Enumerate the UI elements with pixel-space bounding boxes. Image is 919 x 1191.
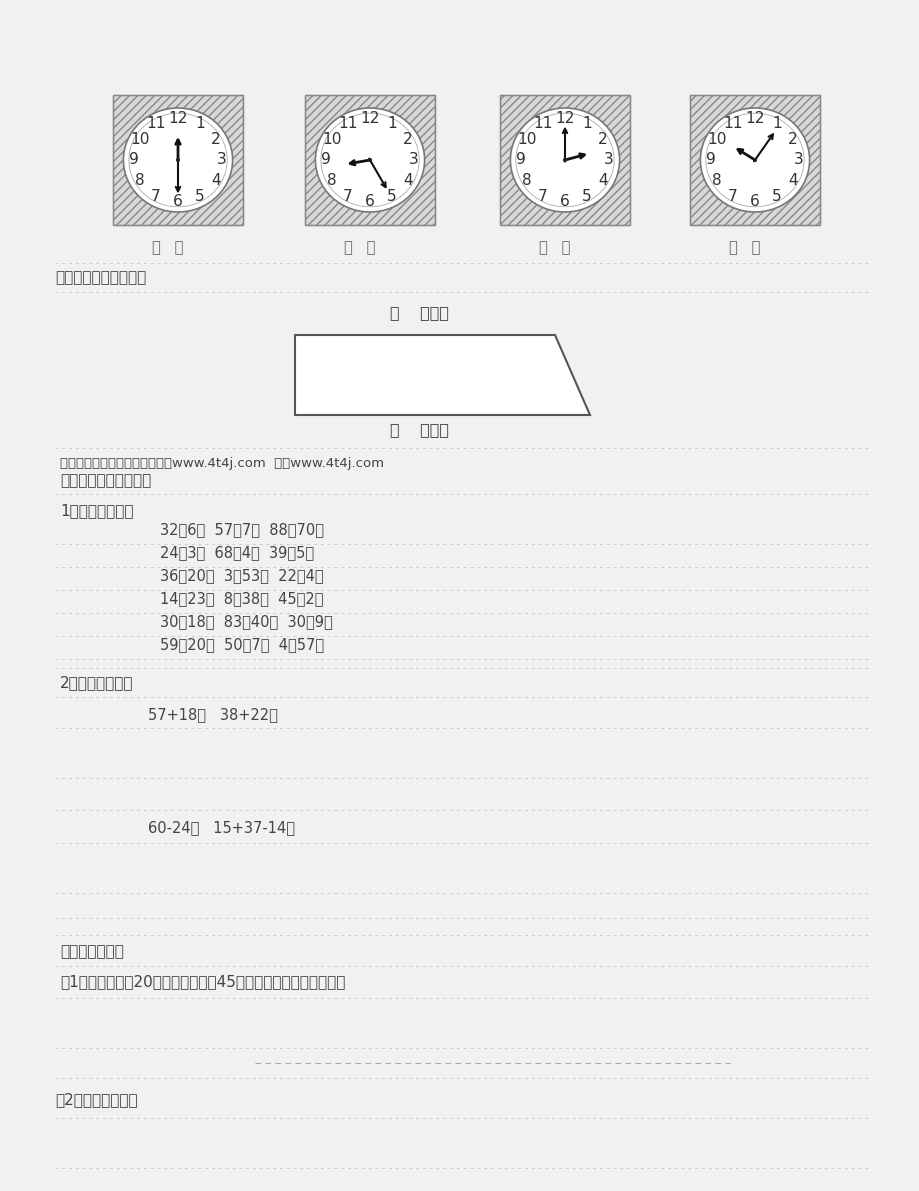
Text: 8: 8	[711, 174, 721, 188]
Text: 2: 2	[403, 132, 413, 146]
Text: 4: 4	[788, 174, 797, 188]
Ellipse shape	[315, 108, 425, 212]
Text: 57+18＝   38+22＝: 57+18＝ 38+22＝	[148, 707, 278, 723]
Text: 3: 3	[603, 152, 613, 168]
Text: 5: 5	[771, 188, 781, 204]
Text: 1: 1	[582, 117, 591, 131]
Text: 12: 12	[555, 111, 574, 126]
Text: 6: 6	[560, 194, 569, 210]
Text: （   ）: （ ）	[344, 241, 375, 256]
Polygon shape	[295, 335, 589, 414]
Text: 5: 5	[195, 188, 205, 204]
Text: 5: 5	[582, 188, 591, 204]
Text: 6: 6	[365, 194, 374, 210]
Text: 11: 11	[722, 117, 743, 131]
Text: 6: 6	[173, 194, 183, 210]
Text: 4: 4	[210, 174, 221, 188]
Text: 60-24＝   15+37-14＝: 60-24＝ 15+37-14＝	[148, 821, 295, 836]
Text: 2: 2	[787, 132, 797, 146]
Text: 12: 12	[744, 111, 764, 126]
Text: 12: 12	[360, 111, 380, 126]
Text: 14＋23＝  8＋38＝  45－2＝: 14＋23＝ 8＋38＝ 45－2＝	[160, 592, 323, 606]
Text: （   ）: （ ）	[729, 241, 760, 256]
Bar	[113, 95, 243, 225]
Text: 1: 1	[771, 117, 781, 131]
Text: 11: 11	[338, 117, 357, 131]
Text: 2．用竖式计算。: 2．用竖式计算。	[60, 675, 133, 691]
Text: 四、我是计算小能手。: 四、我是计算小能手。	[60, 474, 151, 488]
Text: 12: 12	[168, 111, 187, 126]
Text: 9: 9	[706, 152, 716, 168]
Text: 36－20＝  3＋53＝  22＋4＝: 36－20＝ 3＋53＝ 22＋4＝	[160, 568, 323, 584]
Text: 3: 3	[408, 152, 418, 168]
Bar	[305, 95, 435, 225]
Text: 8: 8	[327, 174, 336, 188]
Text: 9: 9	[321, 152, 331, 168]
Text: 3: 3	[793, 152, 802, 168]
Text: 10: 10	[707, 132, 726, 146]
Text: 更多免费试卷下载中小学教育网www.4t4j.com  分站www.4t4j.com: 更多免费试卷下载中小学教育网www.4t4j.com 分站www.4t4j.co…	[60, 456, 383, 469]
Text: 4: 4	[597, 174, 607, 188]
Text: （2）、看图列式。: （2）、看图列式。	[55, 1092, 138, 1108]
Text: 6: 6	[749, 194, 759, 210]
Text: 9: 9	[516, 152, 526, 168]
Ellipse shape	[699, 108, 809, 212]
Text: 1: 1	[387, 117, 396, 131]
Text: 24－3＝  68＋4＝  39－5＝: 24－3＝ 68＋4＝ 39－5＝	[160, 545, 313, 561]
Circle shape	[562, 158, 566, 162]
Text: 10: 10	[130, 132, 150, 146]
Text: （   ）: （ ）	[153, 241, 184, 256]
Text: 3: 3	[217, 152, 226, 168]
Text: （    ）厘米: （ ）厘米	[390, 423, 449, 437]
Text: 11: 11	[146, 117, 165, 131]
Text: 59－20＝  50＋7＝  4＋57＝: 59－20＝ 50＋7＝ 4＋57＝	[160, 637, 323, 653]
Text: 三、量一量，填一填。: 三、量一量，填一填。	[55, 270, 146, 286]
Text: 11: 11	[533, 117, 552, 131]
Bar	[499, 95, 630, 225]
Text: 7: 7	[343, 188, 353, 204]
Text: 30＋18＝  83－40＝  30＋9＝: 30＋18＝ 83－40＝ 30＋9＝	[160, 615, 333, 630]
Text: 9: 9	[130, 152, 139, 168]
Ellipse shape	[510, 108, 618, 212]
Text: 8: 8	[522, 174, 531, 188]
Circle shape	[368, 158, 371, 162]
Text: 4: 4	[403, 174, 413, 188]
Circle shape	[176, 158, 180, 162]
Ellipse shape	[123, 108, 233, 212]
Text: 32＋6＝  57－7＝  88－70＝: 32＋6＝ 57－7＝ 88－70＝	[160, 523, 323, 537]
Text: 1．直接写得数。: 1．直接写得数。	[60, 504, 133, 518]
Text: 2: 2	[210, 132, 221, 146]
Text: 2: 2	[597, 132, 607, 146]
Text: 7: 7	[151, 188, 161, 204]
Bar	[113, 95, 243, 225]
Text: 7: 7	[728, 188, 737, 204]
Circle shape	[752, 158, 756, 162]
Text: 10: 10	[322, 132, 342, 146]
Text: 8: 8	[135, 174, 145, 188]
Bar	[689, 95, 819, 225]
Text: 7: 7	[538, 188, 548, 204]
Text: 五、生活乐园。: 五、生活乐园。	[60, 944, 124, 960]
Bar	[689, 95, 819, 225]
Text: 1: 1	[195, 117, 205, 131]
Text: （    ）厘米: （ ）厘米	[390, 306, 449, 320]
Text: 5: 5	[387, 188, 396, 204]
Bar	[499, 95, 630, 225]
Text: 10: 10	[516, 132, 537, 146]
Text: （   ）: （ ）	[539, 241, 570, 256]
Bar	[305, 95, 435, 225]
Text: （1）、鸭妈妈有20个蛋，鹅妈妈有45个。它俩一共有多少个蛋？: （1）、鸭妈妈有20个蛋，鹅妈妈有45个。它俩一共有多少个蛋？	[60, 974, 345, 990]
